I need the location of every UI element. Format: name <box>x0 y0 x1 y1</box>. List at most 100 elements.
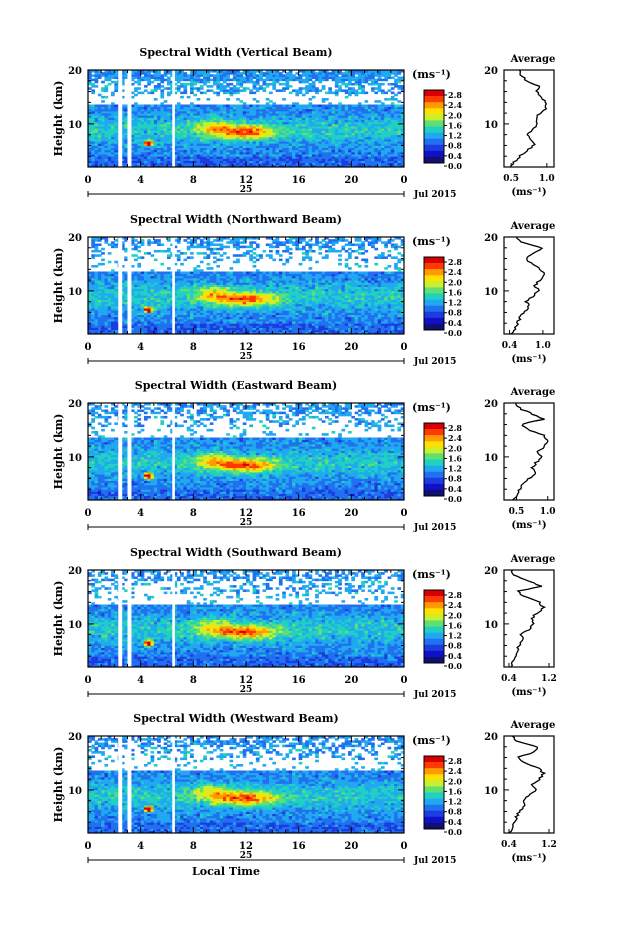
heatmap-cell <box>384 104 388 107</box>
x-tick-label: 0 <box>401 175 408 186</box>
heatmap-cell <box>197 104 201 107</box>
panel-title: Spectral Width (Vertical Beam) <box>139 46 332 59</box>
heatmap-cell <box>141 104 145 107</box>
heatmap-cell <box>193 94 197 97</box>
heatmap-cell <box>111 92 115 95</box>
heatmap-cell <box>381 79 385 82</box>
heatmap-cell <box>286 72 290 75</box>
average-x-tick-label: 0.5 <box>503 174 519 184</box>
heatmap-cell <box>289 92 293 95</box>
heatmap-cell <box>197 87 201 90</box>
heatmap-cell <box>236 104 240 107</box>
heatmap-cell <box>286 104 290 107</box>
colorbar-segment <box>424 139 444 145</box>
data-gap <box>128 70 132 167</box>
heatmap-cell <box>226 89 230 92</box>
heatmap-cell <box>374 100 378 103</box>
heatmap-cell <box>371 104 375 107</box>
heatmap-cell <box>144 104 148 107</box>
heatmap-cell <box>177 85 181 88</box>
heatmap-cell <box>345 83 349 86</box>
heatmap-cell <box>374 92 378 95</box>
y-tick-label: 20 <box>68 66 82 77</box>
heatmap-cell <box>276 104 280 107</box>
heatmap-cell <box>394 94 398 97</box>
heatmap-cell <box>213 104 217 107</box>
heatmap-cell <box>220 104 224 107</box>
heatmap-cell <box>318 89 322 92</box>
heatmap-cell <box>299 104 303 107</box>
heatmap-cell <box>269 104 273 107</box>
heatmap-cell <box>315 87 319 90</box>
heatmap-cell <box>207 89 211 92</box>
heatmap-cell <box>157 104 161 107</box>
heatmap-cell <box>322 104 326 107</box>
heatmap-cell <box>295 76 299 79</box>
heatmap-cell <box>236 98 240 101</box>
colorbar-segment <box>424 102 444 108</box>
y-tick-label: 10 <box>68 120 82 131</box>
heatmap-cell <box>269 92 273 95</box>
heatmap-cell <box>381 89 385 92</box>
heatmap-cell <box>253 81 257 84</box>
colorbar-tick-label: 0.4 <box>448 151 462 161</box>
heatmap-cell <box>108 83 112 86</box>
heatmap-cell <box>147 104 151 107</box>
heatmap-cell <box>341 89 345 92</box>
heatmap-cell <box>325 98 329 101</box>
heatmap-cell <box>338 76 342 79</box>
heatmap-cell <box>95 104 99 107</box>
heatmap-cell <box>193 104 197 107</box>
heatmap-cell <box>368 104 372 107</box>
heatmap-cell <box>318 104 322 107</box>
heatmap-cell <box>384 98 388 101</box>
heatmap-cell <box>180 92 184 95</box>
heatmap-cell <box>203 92 207 95</box>
heatmap-cell <box>391 76 395 79</box>
heatmap-cell <box>210 85 214 88</box>
heatmap-cell <box>233 104 237 107</box>
heatmap-cell <box>388 104 392 107</box>
heatmap-cell <box>289 85 293 88</box>
colorbar-segment <box>424 96 444 102</box>
heatmap-cell <box>391 102 395 105</box>
heatmap-cell <box>276 89 280 92</box>
heatmap-cell <box>305 104 309 107</box>
heatmap-cell <box>230 104 234 107</box>
heatmap-cell <box>279 104 283 107</box>
date-day-label: 25 <box>240 185 253 195</box>
average-x-label: (ms⁻¹) <box>511 187 546 198</box>
heatmap-cell <box>220 83 224 86</box>
heatmap-cell <box>207 98 211 101</box>
heatmap-cell <box>394 79 398 82</box>
heatmap-cell <box>160 102 164 105</box>
heatmap-cell <box>292 102 296 105</box>
heatmap-cell <box>236 87 240 90</box>
heatmap-cell <box>388 98 392 101</box>
heatmap-cell <box>187 104 191 107</box>
heatmap-cell <box>157 83 161 86</box>
heatmap-cell <box>98 94 102 97</box>
x-tick-label: 20 <box>344 175 358 186</box>
heatmap-cell <box>213 92 217 95</box>
heatmap-cell <box>226 83 230 86</box>
heatmap-cell <box>341 72 345 75</box>
heatmap-cell <box>137 104 141 107</box>
heatmap-cell <box>332 104 336 107</box>
heatmap-cell <box>167 104 171 107</box>
heatmap-cell <box>91 89 95 92</box>
heatmap-cell <box>180 96 184 99</box>
average-profile-line <box>510 70 546 167</box>
heatmap-cell <box>338 85 342 88</box>
heatmap-cell <box>151 81 155 84</box>
heatmap-cell <box>282 83 286 86</box>
heatmap-cell <box>246 87 250 90</box>
colorbar <box>424 90 447 166</box>
heatmap-cell <box>203 104 207 107</box>
heatmap-cell <box>233 85 237 88</box>
heatmap-cell <box>154 98 158 101</box>
heatmap-cell <box>309 98 313 101</box>
heatmap-cell <box>312 81 316 84</box>
colorbar-tick-label: 2.0 <box>448 110 462 120</box>
